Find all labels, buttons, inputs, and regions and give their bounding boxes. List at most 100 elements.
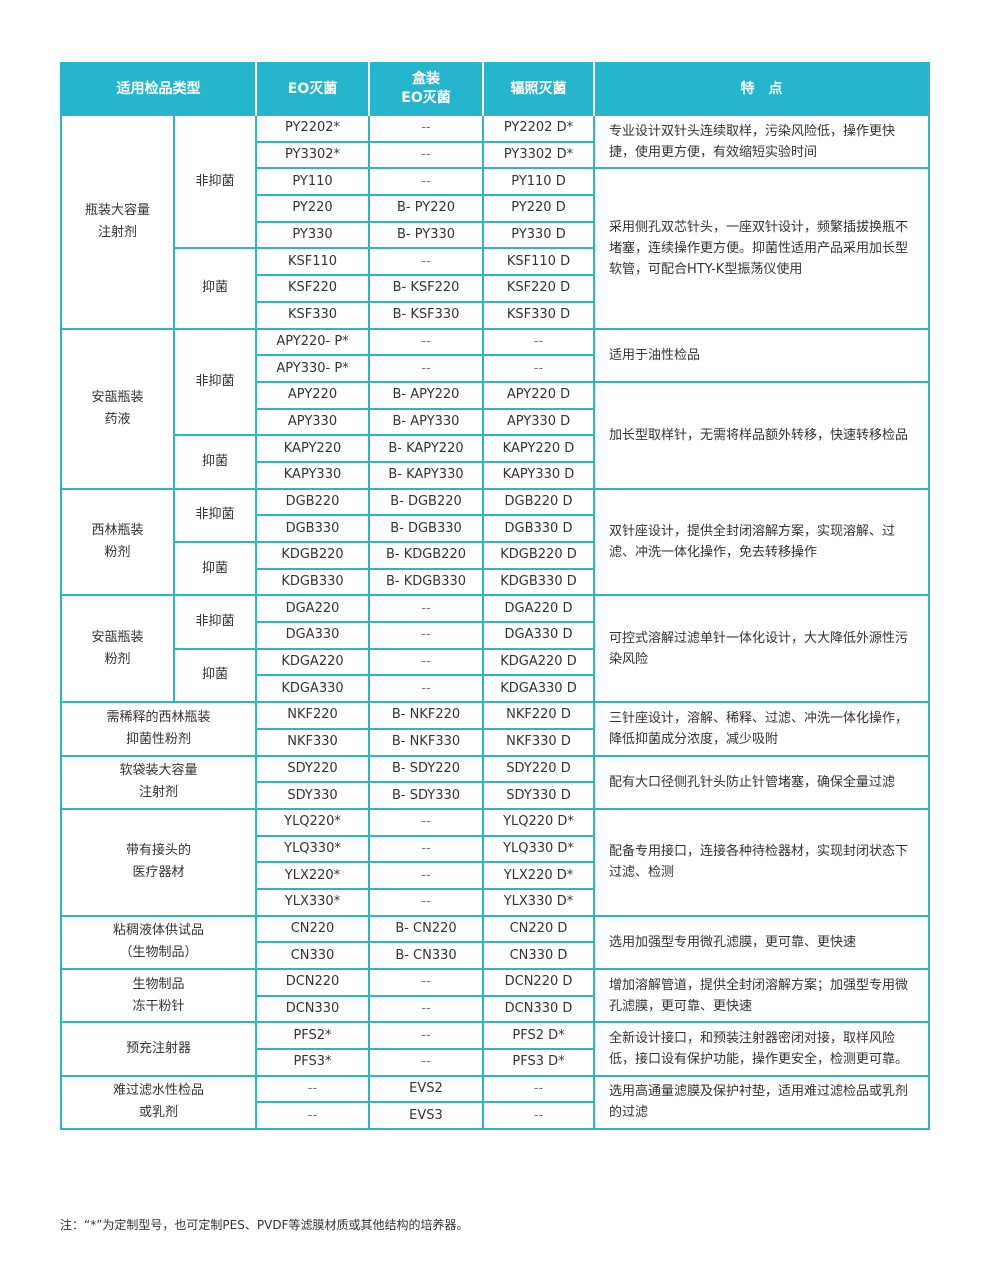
irradiation-model-cell: PY110 D	[482, 167, 595, 197]
irradiation-model-cell: --	[482, 1074, 595, 1104]
eo-model-cell: CN220	[255, 914, 370, 944]
category-cell: 需稀释的西林瓶装 抑菌性粉剂	[60, 701, 257, 757]
table-row: 带有接头的 医疗器材 YLQ220* -- YLQ220 D* 配备专用接口，连接各种待…	[60, 807, 930, 917]
table-row: KDGA330 -- KDGA330 D	[61, 674, 929, 704]
irradiation-model-cell: KAPY330 D	[482, 460, 595, 490]
table-row: APY330- P* -- --	[61, 354, 929, 383]
eo-model-cell: YLQ330*	[255, 834, 370, 864]
irradiation-model-cell: CN220 D	[482, 914, 595, 944]
table-row: YLX220* -- YLX220 D*	[61, 861, 929, 890]
category-cell: 瓶装大容量 注射剂	[60, 114, 175, 330]
irradiation-model-cell: APY330 D	[482, 407, 595, 437]
boxed-eo-model-cell: --	[368, 674, 484, 704]
boxed-eo-model-cell: B- CN220	[368, 914, 484, 944]
features-cell: 可控式溶解过滤单针一体化设计，大大降低外源性污染风险	[593, 594, 930, 704]
table-row: 软袋装大容量 注射剂 SDY220 B- SDY220 SDY220 D 配有大口径侧孔…	[60, 754, 930, 810]
boxed-eo-model-cell: B- SDY220	[368, 754, 484, 784]
features-cell: 配备专用接口，连接各种待检器材，实现封闭状态下过滤、检测	[593, 807, 930, 917]
subcategory-cell: 非抑菌	[173, 594, 257, 650]
boxed-eo-model-cell: B- DGB330	[368, 514, 484, 543]
eo-model-cell: YLX330*	[255, 887, 370, 917]
table-row: PY3302* -- PY3302 D*	[61, 140, 929, 170]
irradiation-model-cell: KDGB330 D	[482, 567, 595, 597]
eo-model-cell: PY220	[255, 194, 370, 223]
boxed-eo-model-cell: --	[368, 1021, 484, 1051]
boxed-eo-model-cell: B- DGB220	[368, 487, 484, 517]
irradiation-model-cell: KAPY220 D	[482, 434, 595, 463]
subcategory-cell: 抑菌	[173, 247, 257, 330]
boxed-eo-model-cell: B- CN330	[368, 941, 484, 970]
boxed-eo-model-cell: --	[368, 1048, 484, 1077]
eo-model-cell: --	[255, 1074, 370, 1104]
eo-model-cell: KAPY220	[255, 434, 370, 463]
table-row: 预充注射器 PFS2* -- PFS2 D* 全新设计接口，和预装注射器密闭对接，取样风…	[60, 1021, 930, 1077]
boxed-eo-model-cell: --	[368, 887, 484, 917]
boxed-eo-model-cell: --	[368, 167, 484, 197]
boxed-eo-model-cell: B- APY330	[368, 407, 484, 437]
irradiation-model-cell: --	[482, 1101, 595, 1131]
boxed-eo-model-cell: B- KDGB220	[368, 541, 484, 570]
irradiation-model-cell: PY2202 D*	[482, 114, 595, 143]
eo-model-cell: SDY330	[255, 781, 370, 810]
irradiation-model-cell: YLQ220 D*	[482, 807, 595, 837]
eo-model-cell: DGB330	[255, 514, 370, 543]
boxed-eo-model-cell: --	[368, 354, 484, 383]
eo-model-cell: NKF220	[255, 701, 370, 730]
irradiation-model-cell: KDGA330 D	[482, 674, 595, 704]
eo-model-cell: KDGB220	[255, 541, 370, 570]
boxed-eo-model-cell: B- KAPY330	[368, 460, 484, 490]
table-row: DGB330 B- DGB330 DGB330 D	[61, 514, 929, 543]
table-row: 生物制品 冻干粉针 DCN220 -- DCN220 D 增加溶解管道，提供全封闭溶解方…	[60, 967, 930, 1024]
boxed-eo-model-cell: EVS3	[368, 1101, 484, 1131]
subcategory-cell: 非抑菌	[173, 487, 257, 544]
irradiation-model-cell: DCN330 D	[482, 994, 595, 1024]
irradiation-model-cell: KSF220 D	[482, 274, 595, 303]
category-cell: 难过滤水性检品 或乳剂	[60, 1074, 257, 1131]
category-cell: 西林瓶装 粉剂	[60, 487, 175, 597]
irradiation-model-cell: PY330 D	[482, 220, 595, 250]
irradiation-model-cell: YLQ330 D*	[482, 834, 595, 864]
table-row: KAPY330 B- KAPY330 KAPY330 D	[61, 460, 929, 490]
eo-model-cell: KDGB330	[255, 567, 370, 597]
header-features: 特 点	[593, 63, 929, 115]
table-body: 瓶装大容量 注射剂 非抑菌 PY2202* -- PY2202 D* 专业设计双针头连续取…	[60, 113, 930, 1131]
boxed-eo-model-cell: --	[368, 647, 484, 677]
eo-model-cell: KSF110	[255, 247, 370, 277]
irradiation-model-cell: PY220 D	[482, 194, 595, 223]
subcategory-cell: 抑菌	[173, 434, 257, 490]
table-row: APY330 B- APY330 APY330 D	[61, 407, 929, 437]
boxed-eo-model-cell: EVS2	[368, 1074, 484, 1104]
eo-model-cell: KSF330	[255, 300, 370, 330]
table-row: 抑菌 KSF110 -- KSF110 D	[61, 247, 929, 330]
table-row: 安瓿瓶装 药液 非抑菌 APY220- P* -- -- 适用于油性检品	[60, 327, 930, 490]
boxed-eo-model-cell: --	[368, 114, 484, 143]
irradiation-model-cell: PFS2 D*	[482, 1021, 595, 1051]
category-cell: 预充注射器	[60, 1021, 257, 1077]
table-row: NKF330 B- NKF330 NKF330 D	[61, 727, 929, 757]
subcategory-cell: 抑菌	[173, 647, 257, 704]
eo-model-cell: PY330	[255, 220, 370, 250]
eo-model-cell: PY2202*	[255, 114, 370, 143]
boxed-eo-model-cell: B- KDGB330	[368, 567, 484, 597]
header-boxed-eo: 盒装 EO灭菌	[368, 63, 483, 115]
features-cell: 双针座设计，提供全封闭溶解方案，实现溶解、过滤、冲洗一体化操作，免去转移操作	[593, 487, 930, 597]
table-row: APY220 B- APY220 APY220 D 加长型取样针，无需将样品额外转移，…	[61, 380, 930, 490]
table-row: 难过滤水性检品 或乳剂 -- EVS2 -- 选用高通量滤膜及保护衬垫，适用难过滤检品或…	[60, 1074, 930, 1131]
boxed-eo-model-cell: --	[368, 621, 484, 650]
irradiation-model-cell: PFS3 D*	[482, 1048, 595, 1077]
irradiation-model-cell: DGA330 D	[482, 621, 595, 650]
irradiation-model-cell: SDY220 D	[482, 754, 595, 784]
irradiation-model-cell: DGA220 D	[482, 594, 595, 624]
boxed-eo-model-cell: B- KSF330	[368, 300, 484, 330]
table-row: YLQ330* -- YLQ330 D*	[61, 834, 929, 864]
header-irradiation: 辐照灭菌	[482, 63, 594, 115]
irradiation-model-cell: DCN220 D	[482, 968, 595, 997]
table-row: SDY330 B- SDY330 SDY330 D	[61, 781, 929, 810]
table-row: 粘稠液体供试品 （生物制品） CN220 B- CN220 CN220 D 选用加强型专…	[60, 914, 930, 971]
subcategory-cell: 非抑菌	[173, 113, 257, 250]
irradiation-model-cell: YLX220 D*	[482, 861, 595, 890]
boxed-eo-model-cell: --	[368, 327, 484, 357]
header-category: 适用检品类型	[61, 63, 256, 115]
eo-model-cell: NKF330	[255, 727, 370, 757]
eo-model-cell: YLX220*	[255, 861, 370, 890]
